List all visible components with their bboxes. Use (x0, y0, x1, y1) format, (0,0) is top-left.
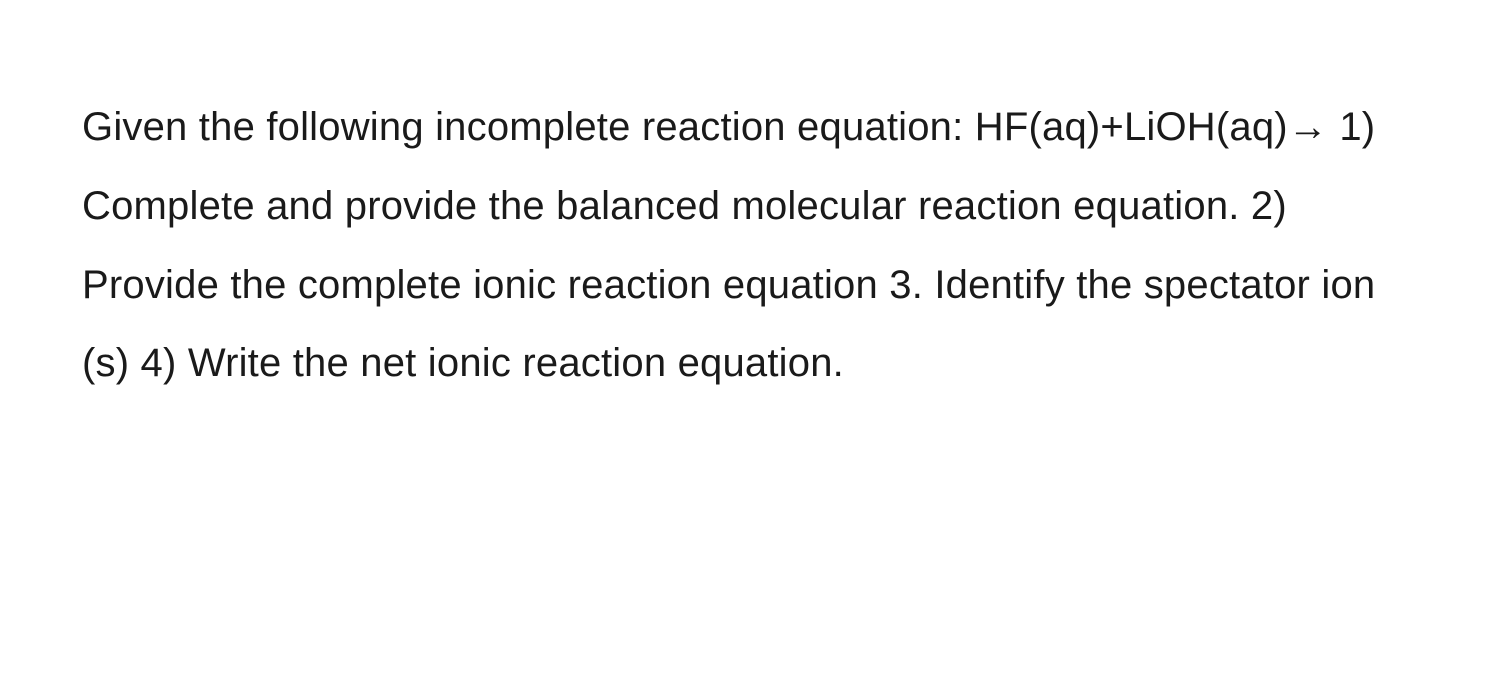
question-container: Given the following incomplete reaction … (0, 0, 1500, 688)
question-text: Given the following incomplete reaction … (82, 88, 1430, 403)
